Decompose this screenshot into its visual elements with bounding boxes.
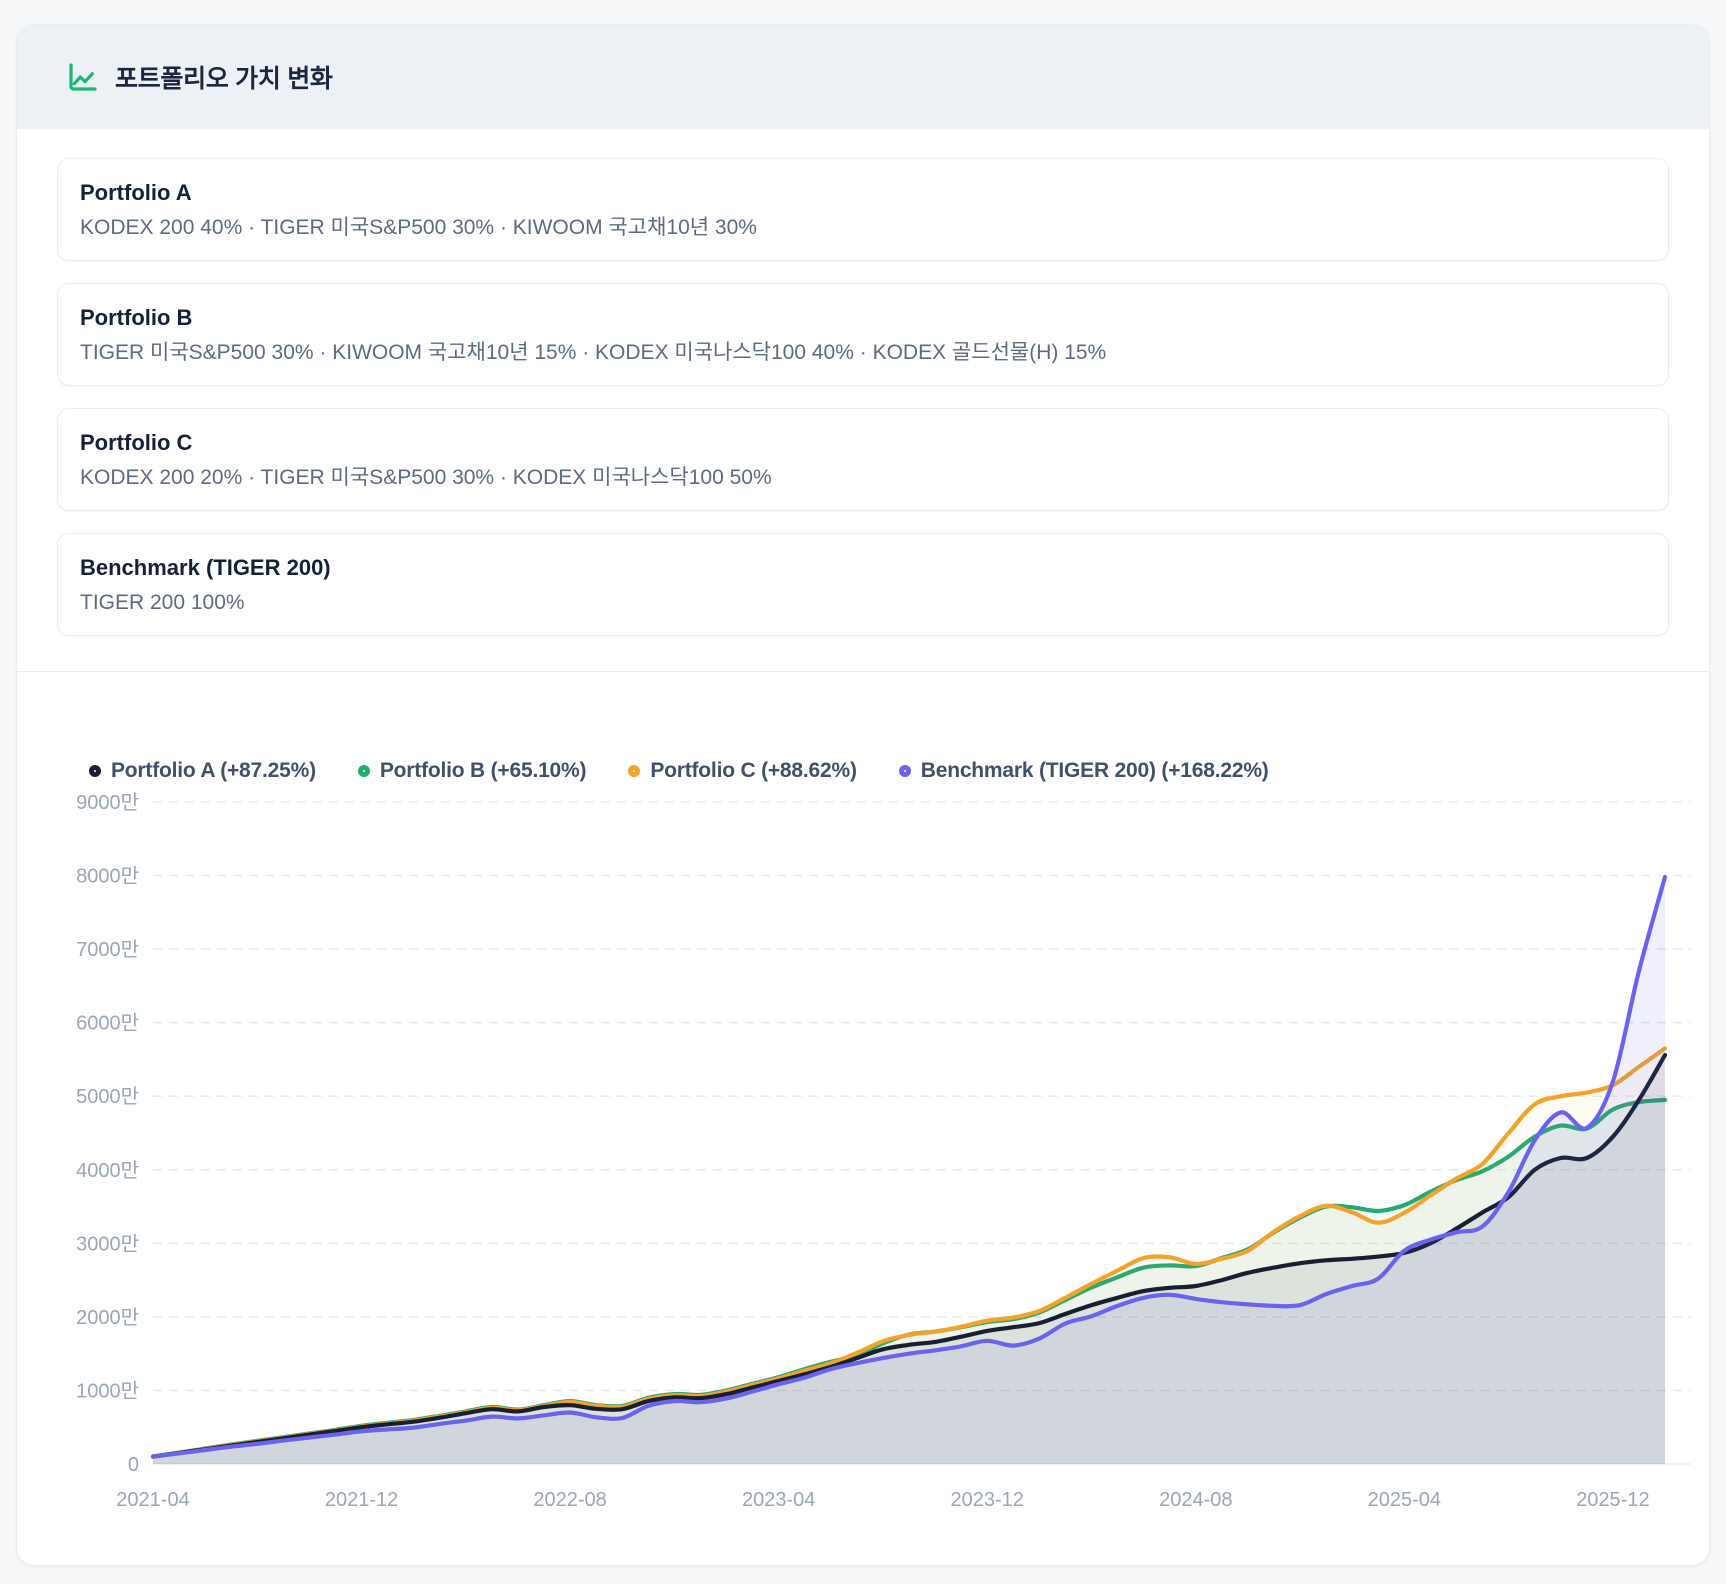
legend-ring-icon xyxy=(628,765,641,777)
portfolio-card-portfolio-a: Portfolio A KODEX 200 40% · TIGER 미국S&P50… xyxy=(57,158,1669,261)
y-tick-label: 0 xyxy=(128,1454,139,1476)
portfolio-value-chart[interactable]: 0 1000만 2000만 3000만 4000만 5000만 6000만 7000만 8000… xyxy=(17,725,1710,1566)
y-axis-labels: 0 1000만 2000만 3000만 4000만 5000만 6000만 7000만 8000… xyxy=(76,791,139,1476)
y-tick-label: 9000만 xyxy=(76,791,139,814)
portfolio-card-title: Portfolio C xyxy=(80,430,193,455)
portfolio-card-portfolio-c: Portfolio C KODEX 200 20% · TIGER 미국S&P50… xyxy=(57,408,1669,511)
legend-item-portfolio-b[interactable]: Portfolio B (+65.10%) xyxy=(357,759,587,783)
portfolio-card-title: Portfolio B xyxy=(80,305,193,330)
y-tick-label: 6000만 xyxy=(76,1012,139,1035)
y-tick-label: 4000만 xyxy=(76,1159,139,1182)
legend-label: Portfolio A (+87.25%) xyxy=(111,759,316,782)
portfolio-card-benchmark-tiger-200: Benchmark (TIGER 200) TIGER 200 100% xyxy=(57,533,1669,636)
x-tick-label: 2021-04 xyxy=(116,1489,189,1511)
y-tick-label: 2000만 xyxy=(76,1306,139,1329)
legend-item-benchmark-tiger-200[interactable]: Benchmark (TIGER 200) (+168.22%) xyxy=(898,759,1269,783)
panel-header: 포트폴리오 가치 변화 xyxy=(17,25,1709,129)
line-chart-icon xyxy=(67,61,99,93)
legend-label: Portfolio B (+65.10%) xyxy=(379,759,587,782)
panel-title: 포트폴리오 가치 변화 xyxy=(115,65,333,93)
portfolio-card-title: Benchmark (TIGER 200) xyxy=(80,555,331,580)
x-axis-labels: 2021-04 2021-12 2022-08 2023-04 2023-12 2024-… xyxy=(116,1489,1649,1511)
portfolio-card-title: Portfolio A xyxy=(80,180,192,205)
portfolio-card-composition: KODEX 200 20% · TIGER 미국S&P500 30% · KOD… xyxy=(80,466,772,489)
portfolio-cards: Portfolio A KODEX 200 40% · TIGER 미국S&P50… xyxy=(17,129,1709,636)
portfolio-card-composition: TIGER 미국S&P500 30% · KIWOOM 국고채10년 15% ·… xyxy=(80,341,1107,364)
legend-ring-icon xyxy=(357,765,370,777)
portfolio-card-composition: KODEX 200 40% · TIGER 미국S&P500 30% · KIW… xyxy=(80,216,757,239)
series-benchmark-tiger-200 xyxy=(150,874,1668,1464)
x-tick-label: 2025-12 xyxy=(1576,1489,1649,1511)
portfolio-card-portfolio-b: Portfolio B TIGER 미국S&P500 30% · KIWOOM 국… xyxy=(57,283,1669,386)
x-tick-label: 2022-08 xyxy=(533,1489,606,1511)
legend-item-portfolio-a[interactable]: Portfolio A (+87.25%) xyxy=(89,759,316,783)
x-tick-label: 2024-08 xyxy=(1159,1489,1232,1511)
series-portfolio-a xyxy=(150,1052,1668,1464)
legend-item-portfolio-c[interactable]: Portfolio C (+88.62%) xyxy=(628,759,857,783)
section-divider xyxy=(17,671,1709,672)
y-tick-label: 1000만 xyxy=(76,1379,139,1402)
portfolio-value-panel: 포트폴리오 가치 변화 Portfolio A KODEX 200 40% · T… xyxy=(16,24,1710,1566)
x-tick-label: 2021-12 xyxy=(325,1489,398,1511)
legend-ring-icon xyxy=(898,765,911,777)
y-tick-label: 5000만 xyxy=(76,1085,139,1108)
portfolio-card-composition: TIGER 200 100% xyxy=(80,591,245,614)
y-tick-label: 8000만 xyxy=(76,865,139,888)
chart-legend: Portfolio A (+87.25%) Portfolio B (+65.10… xyxy=(89,759,1269,783)
x-tick-label: 2023-04 xyxy=(742,1489,815,1511)
y-tick-label: 7000만 xyxy=(76,938,139,961)
y-tick-label: 3000만 xyxy=(76,1232,139,1255)
x-tick-label: 2023-12 xyxy=(950,1489,1023,1511)
x-tick-label: 2025-04 xyxy=(1368,1489,1441,1511)
legend-ring-icon xyxy=(89,765,101,777)
legend-label: Benchmark (TIGER 200) (+168.22%) xyxy=(920,759,1269,782)
legend-label: Portfolio C (+88.62%) xyxy=(650,759,857,782)
grid-lines xyxy=(153,801,1691,1465)
